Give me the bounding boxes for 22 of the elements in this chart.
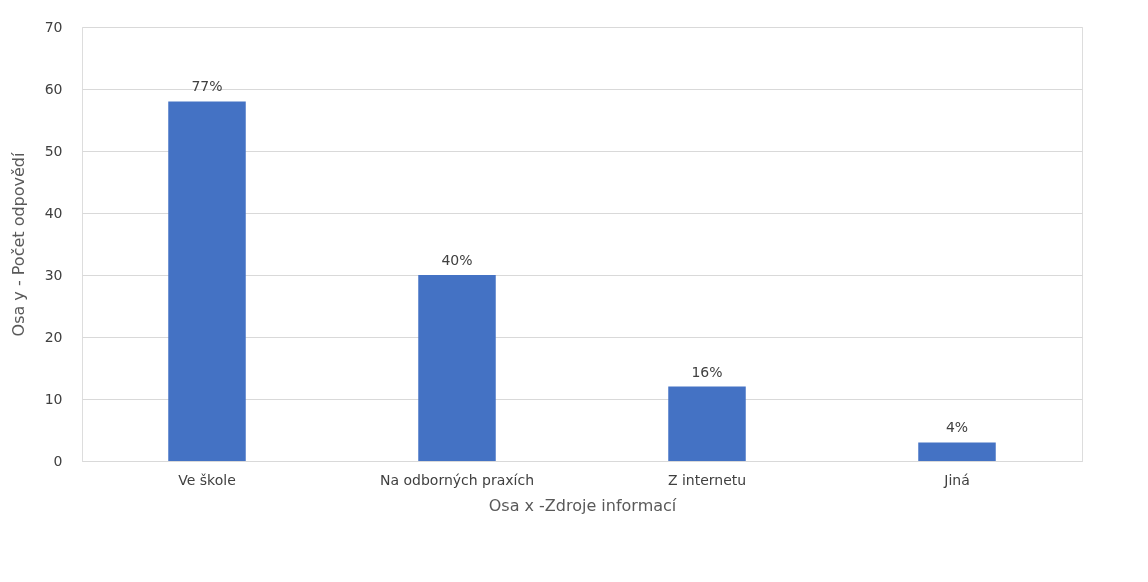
annotation: 77% [191,78,223,95]
x-tick-label: Ve škole [178,471,236,488]
y-tick-label: 30 [44,266,63,283]
bar [918,442,996,461]
x-tick-label: Jiná [943,471,970,488]
annotation: 16% [691,363,723,380]
x-tick-label: Na odborných praxích [379,471,535,488]
bar [668,386,746,461]
y-tick-label: 10 [44,390,63,407]
y-tick-label: 0 [53,452,63,469]
y-tick-label: 40 [44,204,63,221]
x-tick-label: Z internetu [667,471,747,488]
x-axis-title: Osa x -Zdroje informací [488,495,677,515]
y-axis-title: Osa y - Počet odpovědí [8,151,28,337]
y-tick-label: 20 [44,328,63,345]
y-tick-label: 70 [44,18,63,35]
bar [418,275,496,461]
bar [168,101,246,461]
annotation: 40% [441,252,473,268]
annotation: 4% [945,419,969,436]
y-tick-label: 50 [44,142,63,159]
y-tick-label: 60 [44,80,63,97]
